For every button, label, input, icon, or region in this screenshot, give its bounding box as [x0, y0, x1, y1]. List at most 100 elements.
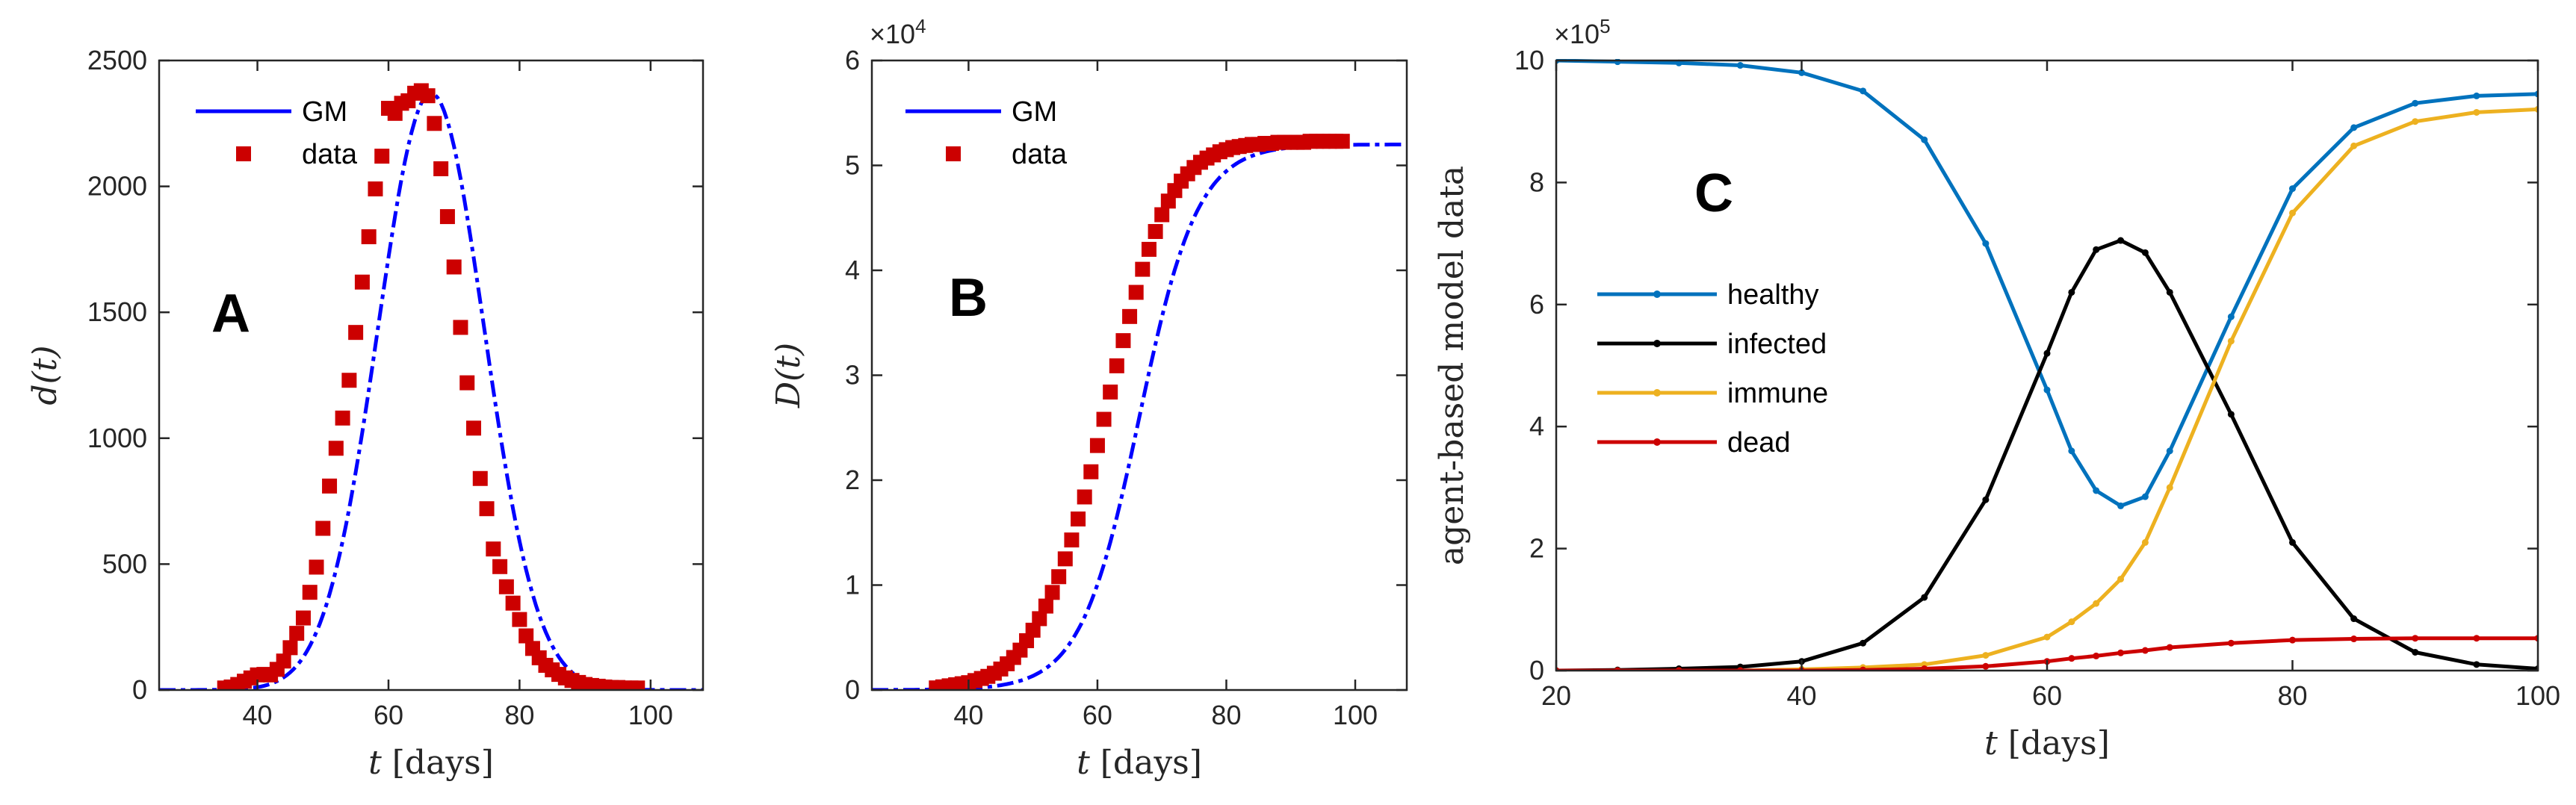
series-line-infected	[1556, 238, 2538, 671]
data-point	[1109, 358, 1124, 373]
data-point	[466, 420, 482, 436]
data-point	[341, 373, 357, 388]
data-point	[1083, 464, 1099, 479]
x-tick-label: 100	[2515, 680, 2560, 711]
series-line-healthy	[1556, 59, 2538, 508]
data-point	[2473, 635, 2480, 642]
y-tick-label: 0	[1529, 655, 1544, 686]
data-point	[2043, 349, 2051, 357]
y-tick-label: 2	[845, 464, 860, 495]
y-tick-label: 2500	[87, 45, 147, 75]
series-GM	[159, 91, 703, 690]
series-line-GM	[159, 91, 703, 690]
panel-label: B	[949, 268, 988, 328]
x-axis-variable: t	[368, 744, 382, 782]
data-point	[1860, 666, 1867, 671]
legend: GM data	[905, 96, 1068, 170]
data-point	[2166, 447, 2173, 455]
data-point	[512, 612, 527, 627]
y-tick-label: 6	[1529, 289, 1544, 320]
data-point	[1077, 489, 1092, 505]
y-tick-label: 6	[845, 45, 860, 75]
data-point	[2289, 538, 2296, 546]
data-point	[289, 626, 305, 641]
data-point	[479, 501, 495, 517]
legend-item: immune	[1597, 378, 1828, 409]
data-point	[2412, 99, 2419, 107]
data-point	[2412, 118, 2419, 125]
data-point	[1982, 662, 1990, 670]
data-point	[1032, 611, 1047, 627]
series-dead	[1556, 635, 2538, 671]
data-point	[1089, 438, 1105, 453]
legend-item: data	[236, 139, 358, 170]
legend-marker	[1653, 438, 1661, 446]
data-point	[2093, 246, 2100, 253]
x-axis-label: t [days]	[368, 744, 494, 782]
data-point	[2141, 493, 2149, 500]
data-point	[1122, 308, 1138, 324]
data-point	[348, 325, 364, 341]
y-tick-label: 10	[1514, 45, 1544, 75]
data-point	[276, 653, 291, 669]
data-point	[2141, 249, 2149, 256]
data-point	[1921, 665, 1928, 671]
legend-item: dead	[1597, 427, 1791, 459]
data-point	[2412, 648, 2419, 656]
data-point	[2068, 618, 2075, 626]
data-point	[2473, 661, 2480, 668]
data-point	[302, 585, 318, 600]
data-point	[472, 470, 488, 486]
data-point	[439, 209, 455, 225]
y-axis-label: agent-based model data	[1433, 166, 1471, 565]
x-tick-label: 60	[374, 700, 403, 730]
y-tick-label: 1500	[87, 296, 147, 327]
data-point	[492, 559, 508, 574]
legend-marker	[1653, 340, 1661, 347]
series-infected	[1556, 237, 2538, 671]
data-point	[1071, 511, 1086, 526]
data-point	[2289, 636, 2296, 644]
data-point	[2093, 652, 2100, 659]
legend-marker	[236, 146, 251, 161]
series-data	[929, 134, 1350, 690]
data-point	[1860, 639, 1867, 647]
y-tick-label: 4	[1529, 411, 1544, 441]
legend-item: healthy	[1597, 279, 1819, 311]
data-point	[446, 259, 462, 275]
y-tick-label: 5	[845, 150, 860, 181]
series-line-GM	[872, 143, 1407, 690]
legend-item: data	[946, 139, 1068, 170]
data-point	[518, 628, 534, 644]
data-point	[2227, 313, 2235, 320]
data-point	[2289, 185, 2296, 193]
legend-item: GM	[196, 96, 347, 128]
y-tick-label: 0	[845, 674, 860, 705]
data-point	[2068, 655, 2075, 662]
legend: healthy infected immune dead	[1597, 279, 1828, 459]
multiplier-exponent: 4	[915, 15, 926, 37]
data-point	[1982, 240, 1990, 247]
data-point	[335, 410, 350, 426]
data-point	[1038, 598, 1053, 614]
data-point	[2412, 635, 2419, 642]
series-healthy	[1556, 59, 2538, 509]
data-point	[1921, 594, 1928, 601]
x-tick-label: 80	[2277, 680, 2307, 711]
data-point	[2473, 108, 2480, 116]
legend: GM data	[196, 96, 358, 170]
data-point	[2166, 644, 2173, 651]
x-tick-label: 20	[1541, 680, 1571, 711]
data-point	[505, 595, 521, 611]
legend-label: healthy	[1727, 279, 1819, 311]
data-point	[2068, 288, 2075, 296]
data-point	[2117, 502, 2125, 509]
data-point	[2166, 288, 2173, 296]
data-point	[2227, 411, 2235, 418]
legend-label: immune	[1727, 378, 1828, 409]
data-point	[2227, 338, 2235, 345]
legend-marker	[946, 146, 961, 161]
data-point	[1064, 532, 1080, 548]
legend-label: GM	[302, 96, 347, 128]
